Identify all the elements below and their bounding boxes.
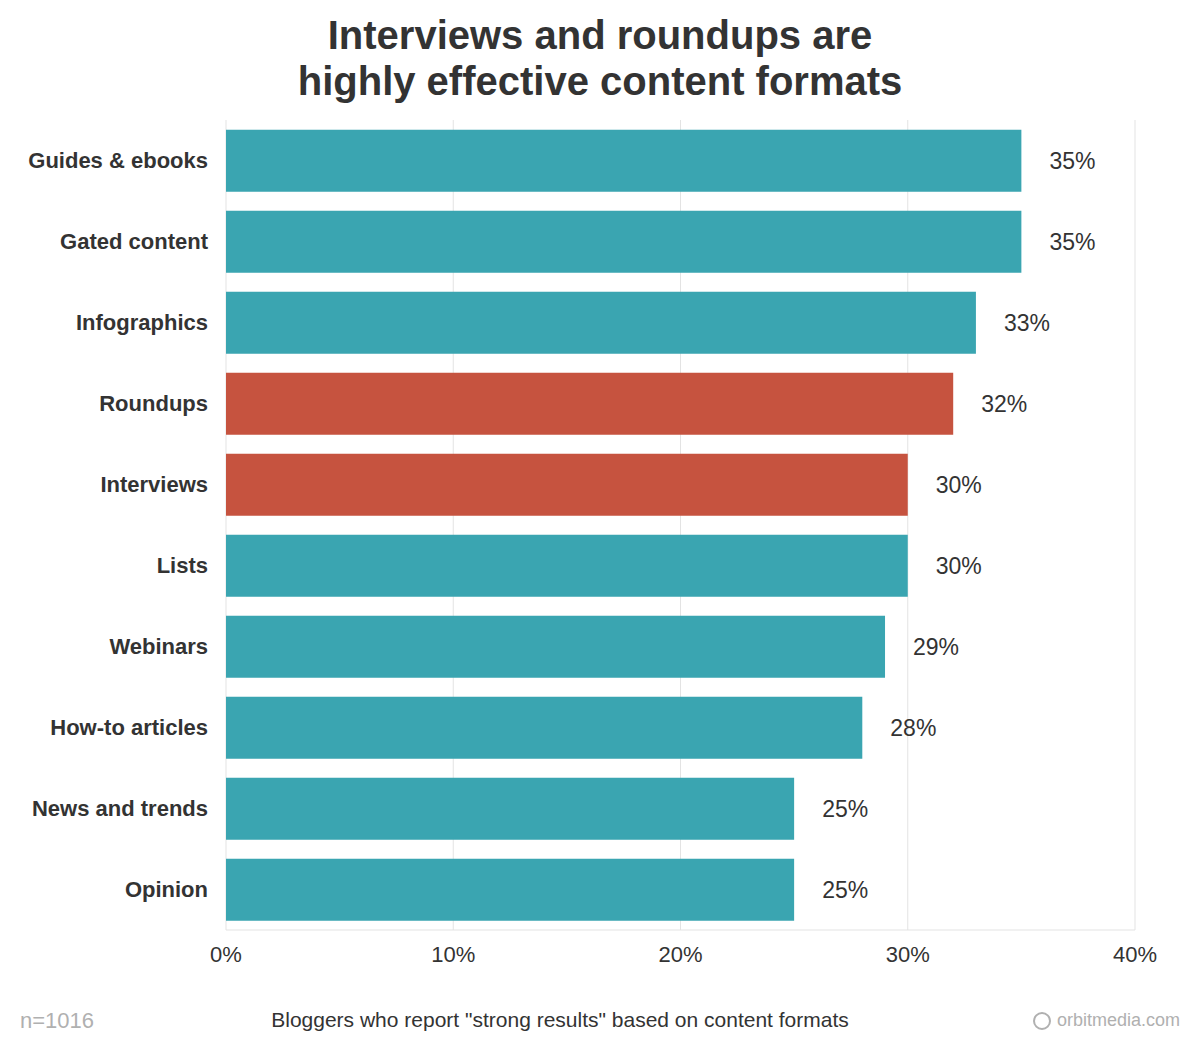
svg-text:28%: 28%	[890, 715, 936, 741]
svg-text:Roundups: Roundups	[99, 391, 208, 416]
svg-text:25%: 25%	[822, 877, 868, 903]
html-text:Interviews and roundups are hi: Interviews and roundups are highly effec…	[297, 13, 903, 103]
svg-text:Opinion: Opinion	[125, 877, 208, 902]
svg-text:35%: 35%	[1049, 148, 1095, 174]
svg-text:Infographics: Infographics	[76, 310, 208, 335]
svg-text:10%: 10%	[431, 942, 475, 967]
svg-text:40%: 40%	[1113, 942, 1157, 967]
svg-text:Lists: Lists	[157, 553, 208, 578]
html-text:n=1016: n=1016	[20, 1008, 94, 1033]
svg-text:Interviews: Interviews	[100, 472, 208, 497]
html-text:Bloggers who report "strong re: Bloggers who report "strong results" bas…	[271, 1008, 849, 1031]
svg-text:30%: 30%	[886, 942, 930, 967]
svg-text:Guides & ebooks: Guides & ebooks	[28, 148, 208, 173]
svg-text:How-to articles: How-to articles	[50, 715, 208, 740]
svg-text:25%: 25%	[822, 796, 868, 822]
svg-text:35%: 35%	[1049, 229, 1095, 255]
svg-text:News and trends: News and trends	[32, 796, 208, 821]
svg-text:30%: 30%	[936, 472, 982, 498]
svg-text:Gated content: Gated content	[60, 229, 209, 254]
svg-text:33%: 33%	[1004, 310, 1050, 336]
svg-text:29%: 29%	[913, 634, 959, 660]
svg-text:20%: 20%	[658, 942, 702, 967]
svg-text:32%: 32%	[981, 391, 1027, 417]
html-text:orbitmedia.com: orbitmedia.com	[1057, 1010, 1180, 1030]
svg-text:Webinars: Webinars	[109, 634, 208, 659]
svg-text:30%: 30%	[936, 553, 982, 579]
svg-text:0%: 0%	[210, 942, 242, 967]
